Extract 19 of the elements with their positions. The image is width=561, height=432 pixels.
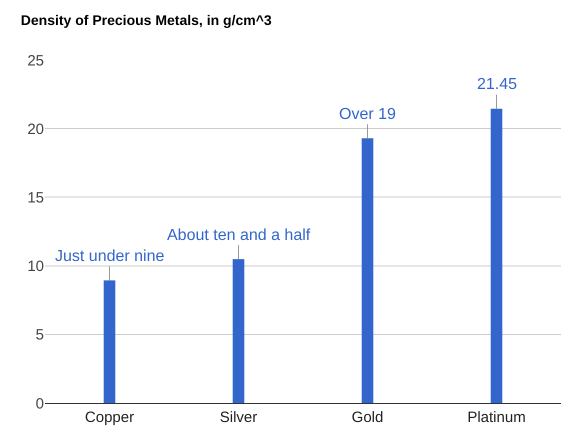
y-tick-label: 15 [27, 189, 44, 206]
x-tick-label: Copper [84, 409, 134, 426]
y-tick-label: 10 [27, 258, 44, 276]
bar [104, 280, 116, 403]
chart-title: Density of Precious Metals, in g/cm^3 [20, 12, 272, 28]
x-tick-label: Platinum [467, 409, 526, 426]
x-tick-label: Gold [352, 409, 384, 426]
annotation: Just under nine [55, 248, 165, 265]
bar [362, 138, 374, 403]
annotation: Over 19 [339, 106, 396, 123]
annotation: 21.45 [477, 76, 518, 93]
y-tick-label: 25 [27, 52, 44, 70]
y-tick-label: 5 [36, 326, 44, 344]
x-tick-label: Silver [220, 409, 258, 426]
bar [490, 108, 502, 403]
y-tick-label: 20 [27, 120, 44, 138]
y-tick-label: 0 [36, 395, 44, 412]
annotation: About ten and a half [167, 227, 311, 244]
bar [232, 259, 244, 403]
